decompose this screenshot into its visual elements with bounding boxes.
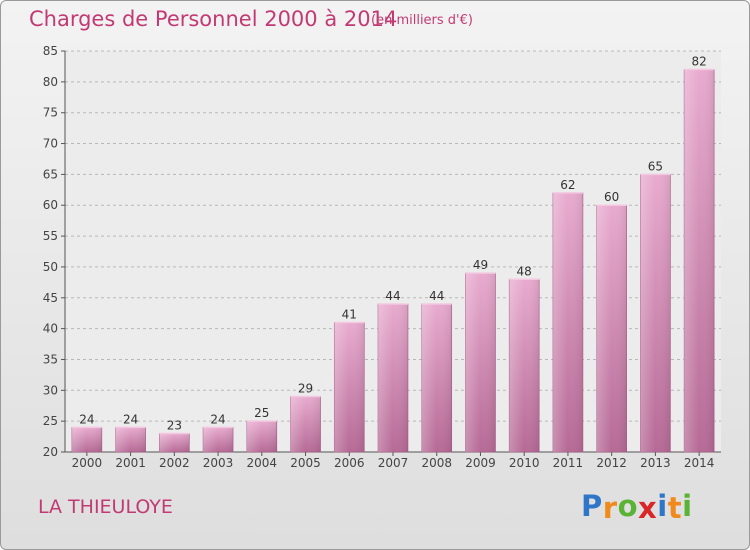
value-label: 62: [560, 178, 575, 192]
y-tick-label: 25: [43, 414, 58, 428]
value-label: 24: [210, 412, 225, 426]
chart-subtitle: (en milliers d'€): [371, 13, 473, 28]
logo-letter: P: [581, 489, 603, 523]
y-tick-label: 45: [43, 291, 58, 305]
y-tick-label: 50: [43, 260, 58, 274]
y-tick-label: 20: [43, 445, 58, 459]
bar-shade-2010: [509, 279, 540, 452]
bar-shade-2004: [246, 421, 277, 452]
value-label: 24: [79, 412, 94, 426]
y-tick-label: 75: [43, 106, 58, 120]
logo-letter: i: [657, 489, 668, 523]
x-tick-label: 2008: [421, 456, 452, 470]
bar-shade-2001: [115, 427, 146, 452]
x-tick-label: 2013: [640, 456, 671, 470]
logo-letter: x: [638, 491, 658, 525]
logo-letter: t: [667, 491, 683, 525]
commune-name: LA THIEULOYE: [38, 496, 173, 518]
value-label: 44: [429, 289, 444, 303]
bar-shade-2009: [465, 273, 496, 452]
bar-shade-2003: [203, 427, 234, 452]
x-tick-label: 2002: [159, 456, 190, 470]
x-tick-label: 2011: [553, 456, 584, 470]
x-tick-label: 2014: [684, 456, 715, 470]
x-tick-label: 2004: [247, 456, 278, 470]
value-label: 44: [385, 289, 400, 303]
y-tick-label: 40: [43, 322, 58, 336]
y-tick-label: 85: [43, 44, 58, 58]
x-tick-label: 2012: [596, 456, 627, 470]
bar-shade-2012: [596, 205, 627, 452]
value-label: 65: [648, 159, 663, 173]
value-label: 49: [473, 258, 488, 272]
value-label: 23: [167, 418, 182, 432]
bar-shade-2013: [640, 174, 671, 452]
x-tick-label: 2010: [509, 456, 540, 470]
x-tick-label: 2006: [334, 456, 365, 470]
y-tick-label: 55: [43, 229, 58, 243]
labels: 20 25 30 35 40 45 50 55 60 65 70 75 80 85 24 2000 24 2001…: [43, 44, 715, 470]
logo-letter: o: [617, 489, 639, 523]
value-label: 24: [123, 412, 138, 426]
bar-shade-2005: [290, 396, 321, 452]
x-tick-label: 2000: [72, 456, 103, 470]
y-tick-label: 80: [43, 75, 58, 89]
bar-shade-2000: [71, 427, 102, 452]
logo-letter: r: [602, 491, 618, 525]
x-tick-label: 2001: [115, 456, 146, 470]
x-tick-label: 2009: [465, 456, 496, 470]
bar-shade-2008: [421, 303, 452, 452]
bars: [71, 68, 715, 453]
y-tick-label: 65: [43, 167, 58, 181]
y-tick-label: 60: [43, 198, 58, 212]
x-tick-label: 2007: [378, 456, 409, 470]
value-label: 41: [342, 307, 357, 321]
chart-title: Charges de Personnel 2000 à 2014: [29, 7, 398, 31]
y-tick-label: 30: [43, 383, 58, 397]
logo-letter: i: [682, 489, 693, 523]
bar-shade-2002: [159, 433, 190, 452]
value-label: 29: [298, 381, 313, 395]
x-tick-label: 2005: [290, 456, 321, 470]
value-label: 82: [691, 55, 706, 69]
value-label: 60: [604, 190, 619, 204]
bar-shade-2011: [552, 192, 583, 452]
y-tick-label: 35: [43, 352, 58, 366]
bar-shade-2007: [378, 303, 408, 452]
bar-shade-2006: [334, 322, 365, 452]
value-label: 25: [254, 406, 269, 420]
value-label: 48: [517, 264, 532, 278]
y-tick-label: 70: [43, 137, 58, 151]
x-tick-label: 2003: [203, 456, 234, 470]
proxiti-logo: Proxiti: [581, 489, 693, 525]
bar-shade-2014: [684, 69, 715, 452]
